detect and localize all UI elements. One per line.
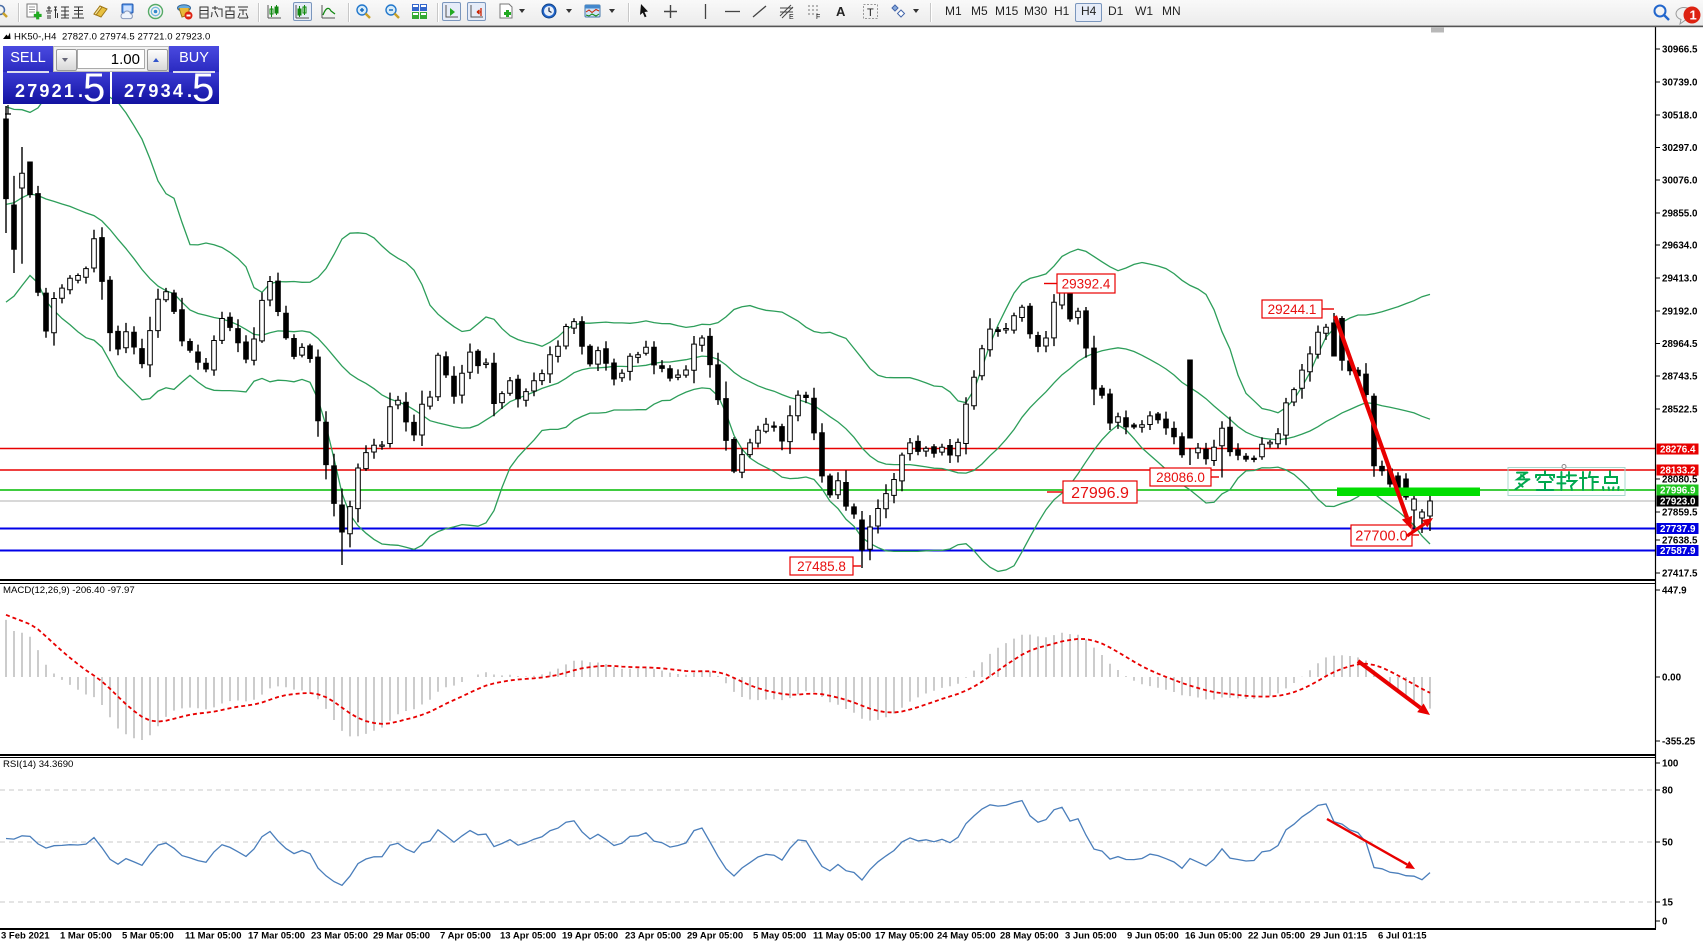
svg-text:27737.9: 27737.9 (1660, 524, 1696, 535)
svg-text:29634.0: 29634.0 (1662, 241, 1698, 252)
svg-text:28276.4: 28276.4 (1660, 445, 1696, 456)
svg-text:5 Mar 05:00: 5 Mar 05:00 (122, 931, 174, 942)
svg-text:22 Jun 05:00: 22 Jun 05:00 (1248, 931, 1305, 942)
svg-text:27485.8: 27485.8 (797, 559, 846, 574)
svg-text:E: E (789, 14, 794, 20)
svg-text:3 Jun 05:00: 3 Jun 05:00 (1065, 931, 1117, 942)
svg-text:F: F (816, 14, 820, 20)
svg-text:6 Jul 01:15: 6 Jul 01:15 (1378, 931, 1427, 942)
svg-text:27700.0: 27700.0 (1355, 529, 1407, 545)
svg-text:MACD(12,26,9) -206.40 -97.97: MACD(12,26,9) -206.40 -97.97 (3, 585, 135, 596)
svg-text:28133.2: 28133.2 (1660, 466, 1696, 477)
svg-text:29244.1: 29244.1 (1268, 302, 1317, 317)
svg-text:100: 100 (1662, 759, 1679, 770)
svg-text:28086.0: 28086.0 (1156, 470, 1205, 485)
svg-text:1: 1 (1690, 8, 1697, 23)
svg-text:29413.0: 29413.0 (1662, 274, 1698, 285)
svg-text:30966.5: 30966.5 (1662, 45, 1698, 56)
svg-text:29 Apr 05:00: 29 Apr 05:00 (687, 931, 743, 942)
svg-text:30297.0: 30297.0 (1662, 143, 1698, 154)
svg-text:7 Apr 05:00: 7 Apr 05:00 (440, 931, 491, 942)
svg-text:19 Apr 05:00: 19 Apr 05:00 (562, 931, 618, 942)
svg-text:28522.5: 28522.5 (1662, 405, 1698, 416)
svg-text:28080.5: 28080.5 (1662, 475, 1698, 486)
svg-text:27417.5: 27417.5 (1662, 569, 1698, 580)
svg-text:13 Apr 05:00: 13 Apr 05:00 (500, 931, 556, 942)
svg-text:29392.4: 29392.4 (1062, 276, 1111, 291)
svg-text:50: 50 (1662, 838, 1673, 849)
svg-text:29 Mar 05:00: 29 Mar 05:00 (373, 931, 430, 942)
svg-text:-355.25: -355.25 (1662, 737, 1696, 748)
svg-text:30739.0: 30739.0 (1662, 78, 1698, 89)
svg-text:17 Mar 05:00: 17 Mar 05:00 (248, 931, 305, 942)
svg-text:9 Jun 05:00: 9 Jun 05:00 (1127, 931, 1179, 942)
svg-text:80: 80 (1662, 786, 1673, 797)
svg-text:24 May 05:00: 24 May 05:00 (937, 931, 996, 942)
svg-text:23 Mar 05:00: 23 Mar 05:00 (311, 931, 368, 942)
svg-text:T: T (867, 7, 874, 19)
svg-text:27923.0: 27923.0 (1660, 497, 1696, 508)
svg-text:3 Feb 2021: 3 Feb 2021 (1, 931, 50, 942)
svg-text:5 May 05:00: 5 May 05:00 (753, 931, 806, 942)
svg-text:29855.0: 29855.0 (1662, 209, 1698, 220)
svg-text:27859.5: 27859.5 (1662, 508, 1698, 519)
svg-text:29 Jun 01:15: 29 Jun 01:15 (1310, 931, 1368, 942)
svg-text:28743.5: 28743.5 (1662, 372, 1698, 383)
svg-text:447.9: 447.9 (1662, 586, 1687, 597)
svg-text:HK50-,H4 27827.0 27974.5 2772: HK50-,H4 27827.0 27974.5 27721.0 27923.0 (14, 32, 210, 43)
svg-text:28964.5: 28964.5 (1662, 339, 1698, 350)
svg-text:28 May 05:00: 28 May 05:00 (1000, 931, 1059, 942)
svg-text:15: 15 (1662, 898, 1673, 909)
svg-text:0: 0 (1662, 917, 1668, 928)
svg-text:23 Apr 05:00: 23 Apr 05:00 (625, 931, 681, 942)
svg-text:27638.5: 27638.5 (1662, 536, 1698, 547)
svg-text:27996.9: 27996.9 (1660, 486, 1696, 497)
svg-text:17 May 05:00: 17 May 05:00 (875, 931, 934, 942)
svg-text:30076.0: 30076.0 (1662, 176, 1698, 187)
svg-text:RSI(14) 34.3690: RSI(14) 34.3690 (3, 759, 73, 770)
svg-text:27587.9: 27587.9 (1660, 546, 1696, 557)
svg-text:16 Jun 05:00: 16 Jun 05:00 (1185, 931, 1242, 942)
svg-text:11 May 05:00: 11 May 05:00 (813, 931, 871, 942)
svg-text:27996.9: 27996.9 (1071, 485, 1129, 502)
svg-text:0.00: 0.00 (1662, 673, 1682, 684)
svg-text:11 Mar 05:00: 11 Mar 05:00 (185, 931, 242, 942)
svg-text:30518.0: 30518.0 (1662, 111, 1698, 122)
svg-text:1 Mar 05:00: 1 Mar 05:00 (60, 931, 112, 942)
svg-text:29192.0: 29192.0 (1662, 307, 1698, 318)
